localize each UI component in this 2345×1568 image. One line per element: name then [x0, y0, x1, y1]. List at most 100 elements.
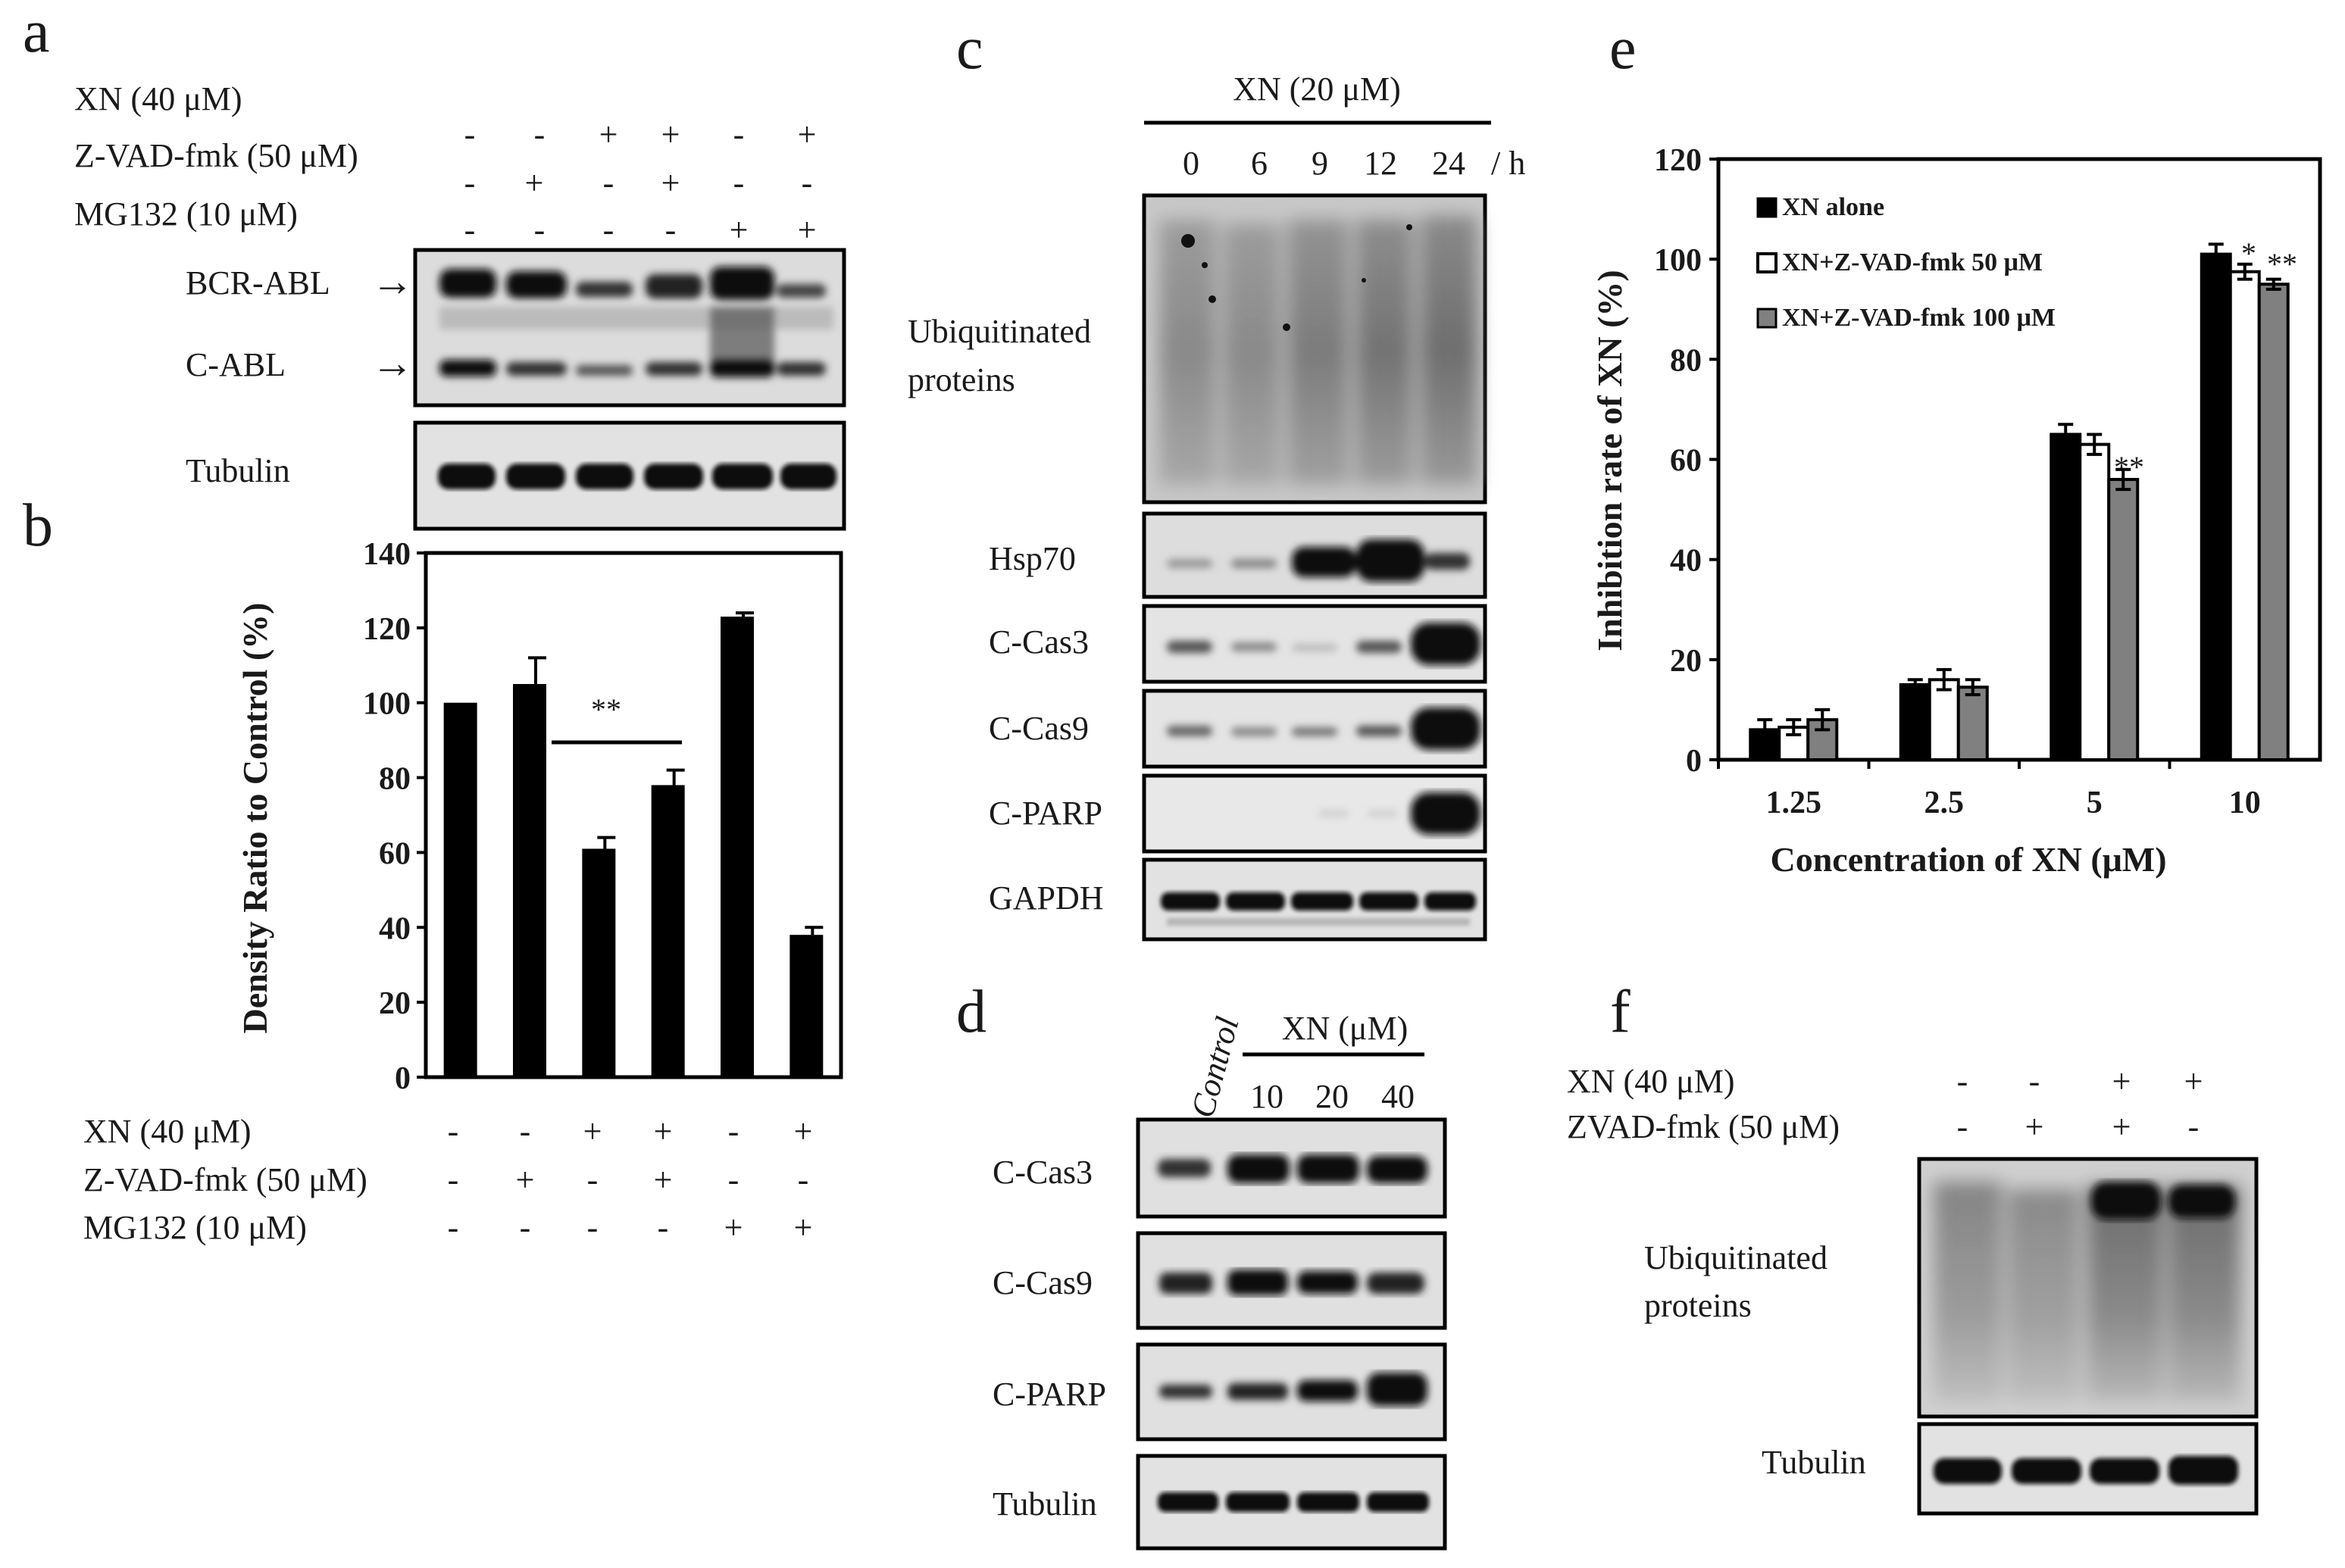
- chart-e-bar: [2228, 270, 2261, 761]
- c-blot-ubiquitin: [1142, 193, 1487, 504]
- chart-e-ytick-label: 100: [1654, 243, 1702, 278]
- b-sign: -: [520, 1209, 531, 1246]
- b-sign: +: [724, 1209, 743, 1246]
- chart-e-ylabel: Inhibition rate of XN (%): [1590, 270, 1629, 651]
- panel-letter-f: f: [1610, 979, 1631, 1045]
- f-treatment-label-1: XN (40 μM): [1567, 1063, 1735, 1100]
- b-sign: +: [516, 1161, 535, 1198]
- chart-b-significance: **: [591, 692, 621, 726]
- panel-b: b Density Ratio to Control (%) 0 20 40 60 80…: [23, 492, 843, 1246]
- f-blot-tubulin: [1917, 1422, 2259, 1516]
- a-treatment-label-3: MG132 (10 μM): [74, 195, 298, 233]
- c-timepoints: 0 6 9 12 24: [1183, 145, 1465, 182]
- a-sign: -: [733, 164, 745, 201]
- panel-c: c XN (20 μM) 0 6 9 12 24 / h Ubiquitinat…: [908, 15, 1525, 942]
- chart-e-xlabel: Concentration of XN (μM): [1770, 840, 2166, 879]
- a-signs: - - + + - + - + - + - - - - - - + +: [464, 116, 817, 248]
- a-sign: +: [661, 116, 680, 153]
- f-treatment-label-2: ZVAD-fmk (50 μM): [1567, 1108, 1840, 1145]
- chart-e-bar: [2078, 442, 2111, 761]
- b-sign: +: [583, 1113, 602, 1150]
- chart-b-frame: [424, 551, 843, 1079]
- d-control-label: Control: [1183, 1013, 1246, 1121]
- d-treatment: XN (μM): [1282, 1010, 1409, 1047]
- a-band-label-tubulin: Tubulin: [186, 452, 290, 489]
- legend-label: XN alone: [1782, 193, 1884, 221]
- c-band-label-proteins: proteins: [908, 361, 1015, 398]
- c-band-label-c-parp: C-PARP: [989, 795, 1102, 832]
- d-band-label-tubulin: Tubulin: [993, 1485, 1097, 1523]
- a-sign: +: [661, 164, 680, 201]
- chart-e-xtick-label: 5: [2087, 786, 2103, 820]
- c-timepoint: 9: [1312, 145, 1328, 182]
- c-time-unit: / h: [1491, 145, 1525, 182]
- b-sign: -: [658, 1209, 669, 1246]
- chart-e-ytick-label: 0: [1686, 744, 1702, 779]
- panel-f: f XN (40 μM) ZVAD-fmk (50 μM) - - + + - …: [1567, 979, 2259, 1516]
- b-sign: -: [448, 1113, 459, 1150]
- chart-e-sig-5: **: [2114, 450, 2144, 484]
- chart-e: 0 20 40 60 80 100 120 1.25 2.5 5 10: [1654, 143, 2322, 820]
- c-blot-c-cas3: [1142, 604, 1487, 684]
- d-blot-c-parp: [1136, 1342, 1447, 1441]
- a-sign: -: [603, 211, 614, 248]
- a-sign: -: [665, 211, 677, 248]
- a-sign: +: [730, 211, 749, 248]
- d-band-label-c-cas3: C-Cas3: [993, 1154, 1093, 1191]
- chart-b-ytick-label: 100: [363, 687, 411, 722]
- chart-e-ytick-label: 120: [1654, 143, 1702, 178]
- b-sign: -: [798, 1161, 809, 1198]
- b-treatment-label-3: MG132 (10 μM): [83, 1209, 307, 1246]
- b-sign: -: [587, 1161, 599, 1198]
- chart-e-ytick-label: 60: [1670, 444, 1702, 479]
- chart-b-bar: [721, 617, 754, 1077]
- chart-b-bar: [582, 848, 616, 1077]
- a-sign: +: [798, 211, 817, 248]
- legend-swatch: [1756, 308, 1778, 329]
- chart-b-ytick-label: 120: [363, 612, 411, 647]
- chart-e-legend: XN alone XN+Z-VAD-fmk 50 μM XN+Z-VAD-fmk…: [1756, 193, 2056, 332]
- a-sign: -: [534, 211, 546, 248]
- a-sign: -: [464, 211, 476, 248]
- b-sign: +: [654, 1113, 673, 1150]
- chart-b-bar: [789, 935, 824, 1077]
- c-blot-c-cas9: [1142, 689, 1487, 769]
- arrow-icon: →: [371, 258, 414, 305]
- b-sign: -: [587, 1209, 599, 1246]
- panel-letter-b: b: [23, 492, 53, 559]
- c-timepoint: 24: [1432, 145, 1465, 182]
- chart-e-xtick-label: 1.25: [1766, 786, 1822, 820]
- a-treatment-label-2: Z-VAD-fmk (50 μM): [74, 137, 358, 174]
- chart-e-bar: [2200, 252, 2232, 761]
- a-sign: -: [464, 116, 476, 153]
- d-dose: 20: [1315, 1078, 1349, 1115]
- f-sign: -: [2188, 1108, 2200, 1145]
- panel-e: e Inhibition rate of XN (%) Concentratio…: [1590, 15, 2322, 879]
- a-sign: +: [798, 116, 817, 153]
- b-sign: -: [448, 1209, 459, 1246]
- chart-e-ytick-label: 80: [1670, 343, 1702, 378]
- legend-label: XN+Z-VAD-fmk 50 μM: [1782, 248, 2043, 276]
- c-blot-c-parp: [1142, 773, 1487, 854]
- c-blot-gapdh: [1142, 857, 1487, 942]
- b-treatment-label-1: XN (40 μM): [83, 1113, 252, 1150]
- b-sign: -: [448, 1161, 459, 1198]
- chart-e-bar: [1956, 686, 1989, 761]
- a-band-label-bcr-abl: BCR-ABL: [186, 264, 330, 301]
- chart-e-sig-10a: *: [2241, 236, 2256, 270]
- chart-e-bar: [1928, 678, 1960, 761]
- a-sign: +: [525, 164, 544, 201]
- f-sign: +: [2112, 1063, 2131, 1100]
- f-band-label-ubiquitinated: Ubiquitinated: [1644, 1239, 1828, 1276]
- chart-e-bar: [2107, 477, 2140, 762]
- b-sign: +: [794, 1113, 813, 1150]
- b-sign: +: [654, 1161, 673, 1198]
- d-dose: 40: [1381, 1078, 1415, 1115]
- f-signs: - - + + - + + -: [1957, 1063, 2203, 1145]
- f-sign: +: [2025, 1108, 2044, 1145]
- chart-b-ylabel: Density Ratio to Control (%): [236, 603, 274, 1034]
- c-band-label-c-cas9: C-Cas9: [989, 710, 1089, 747]
- c-band-label-hsp70: Hsp70: [989, 540, 1076, 577]
- panel-letter-c: c: [956, 15, 983, 82]
